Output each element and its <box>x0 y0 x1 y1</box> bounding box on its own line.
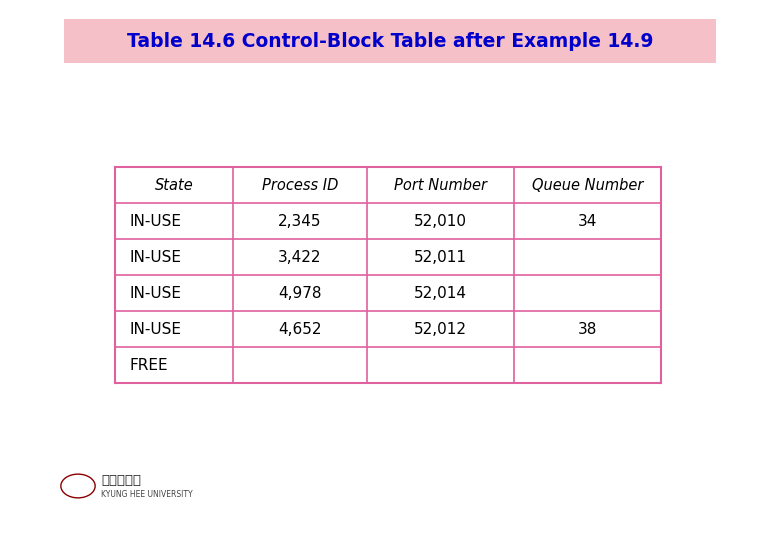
Text: IN-USE: IN-USE <box>129 286 182 301</box>
Text: 52,012: 52,012 <box>414 322 466 337</box>
Text: 4,978: 4,978 <box>278 286 321 301</box>
FancyBboxPatch shape <box>115 167 661 383</box>
Text: State: State <box>154 178 193 193</box>
Text: Process ID: Process ID <box>261 178 338 193</box>
Text: Queue Number: Queue Number <box>532 178 644 193</box>
Text: KYUNG HEE UNIVERSITY: KYUNG HEE UNIVERSITY <box>101 490 193 498</box>
Text: IN-USE: IN-USE <box>129 322 182 337</box>
Text: Port Number: Port Number <box>394 178 487 193</box>
Text: 52,014: 52,014 <box>414 286 466 301</box>
Text: 4,652: 4,652 <box>278 322 321 337</box>
Text: 3,422: 3,422 <box>278 250 321 265</box>
FancyBboxPatch shape <box>64 19 716 63</box>
Text: 경희대학교: 경희대학교 <box>101 474 141 487</box>
Text: IN-USE: IN-USE <box>129 250 182 265</box>
Text: IN-USE: IN-USE <box>129 214 182 229</box>
Text: FREE: FREE <box>129 358 168 373</box>
Text: 38: 38 <box>578 322 597 337</box>
Text: 34: 34 <box>578 214 597 229</box>
Text: 52,010: 52,010 <box>414 214 466 229</box>
Text: Table 14.6 Control-Block Table after Example 14.9: Table 14.6 Control-Block Table after Exa… <box>126 31 654 51</box>
Text: 2,345: 2,345 <box>278 214 321 229</box>
Text: 52,011: 52,011 <box>414 250 466 265</box>
